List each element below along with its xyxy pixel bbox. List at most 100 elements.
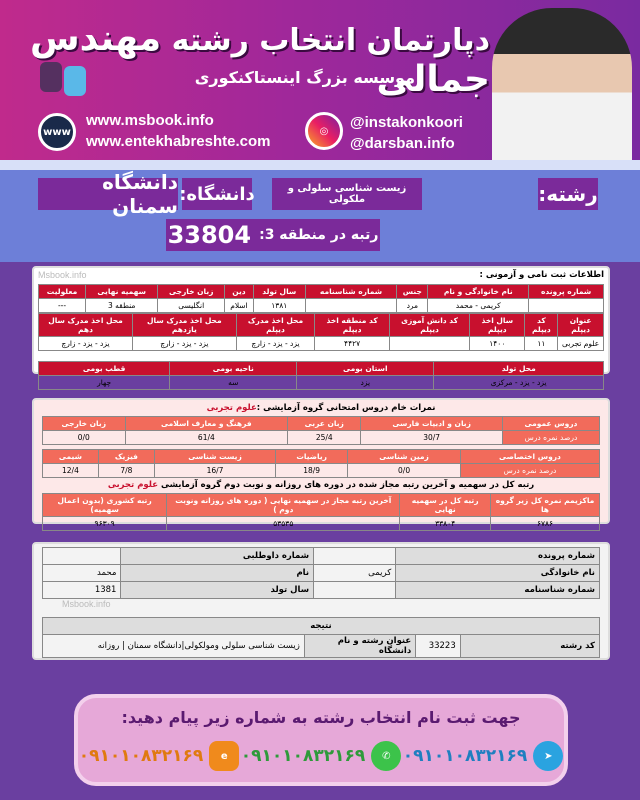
table-cell: ۴۴۲۷ [314,336,390,351]
result-title: نتیجه [42,617,600,635]
field-label: سال تولد [120,581,315,599]
table-cell: یزد - یزد - زارچ [235,336,316,351]
bird-mascot-icon [64,66,86,96]
scores-group: علوم تجربی [206,403,257,413]
header-row: محل تولد استان بومی ناحیه بومی قطب بومی [37,361,604,376]
ranks-table: ماکزیمم نمره کل زیر گروه ها رتبه کل در سه… [41,493,600,531]
table-cell: چهار [37,375,171,390]
column-header: عنوان دیپلم [557,313,604,337]
institute-name: موسسه بزرگ اینستاکنکوری [194,68,415,87]
scores-title: نمرات خام دروس امتحانی گروه آزمایشی : [256,403,436,413]
instagram-handle-1[interactable]: @instakonkoori [350,114,463,131]
column-header: دروس عمومی [501,416,601,431]
table-cell: مرد [396,298,429,313]
field-label: عنوان رشته و نام دانشگاه [303,634,417,658]
table-cell: ۹۶۳۰۹ [41,516,168,531]
ranks-heading: رتبه کل در سهمیه و آخرین رتبه مجاز شده د… [42,480,600,493]
table-cell: یزد [296,375,435,390]
table-cell: 12/4 [42,463,99,478]
column-header: قطب بومی [37,361,171,376]
field-value [313,547,397,565]
table-row: کریمی - محمد مرد ۱۳۸۱ اسلام انگلیسی منطقه 3 --… [37,298,604,313]
registration-card: اطلاعات ثبت نامی و آزمونی : Msbook.info ش… [32,266,610,390]
column-header: محل اخذ مدرک سال یازدهم [131,313,237,337]
column-header: زبان خارجی [157,284,226,299]
watermark: Msbook.info [62,599,111,609]
telegram-icon: ➤ [533,741,564,771]
field-label: شماره داوطلبی [120,547,315,565]
column-header: کد منطقه اخذ دیپلم [314,313,390,337]
table: محل تولد استان بومی ناحیه بومی قطب بومی یزد … [37,361,604,390]
table-cell: 18/9 [275,463,349,478]
column-header: زیست شناسی [153,449,277,464]
instagram-handles: @instakonkoori @darsban.info [350,112,463,154]
column-header: محل اخذ مدرک دیپلم [235,313,316,337]
result-card: شماره پرونده شماره داوطلبی نام خانوادگی کری… [32,542,610,660]
row-label: درصد نمره درس [501,430,601,445]
eitaa-icon: e [209,741,240,771]
table-cell: یزد - یزد - مرکزی [433,375,604,390]
column-header: زبان عربی [287,416,362,431]
ranks-title: رتبه کل در سهمیه و آخرین رتبه مجاز شده د… [161,480,535,490]
website-entekhabreshte[interactable]: www.entekhabreshte.com [86,133,271,150]
field-value: کریمی [313,564,397,582]
table-row: درصد نمره درس 30/7 25/4 61/4 0/0 [42,430,601,445]
registration-table-native: محل تولد استان بومی ناحیه بومی قطب بومی یزد … [37,361,604,390]
table-cell: ۶۷۸۶ [490,516,600,531]
major-value: زیست شناسی سلولی و ملکولی [272,178,422,210]
column-header: نام خانوادگی و نام [427,284,530,299]
column-header: کد دانش آموزی دیپلم [388,313,471,337]
field-value [41,547,122,565]
row-label: درصد نمره درس [459,463,601,478]
column-header: شماره شناسنامه [304,284,398,299]
table-cell: 0/0 [42,430,126,445]
column-header: ناحیه بومی [169,361,298,376]
column-header: دروس اختصاصی [459,449,601,464]
header-row: دروس اختصاصی زمین شناسی ریاضیات زیست شناسی ف… [42,449,601,464]
whatsapp-phone[interactable]: ۰۹۱۰۱۰۸۳۲۱۶۹ [240,746,366,766]
column-header: ریاضیات [275,449,349,464]
title-name: مهندس جمالی [29,18,490,100]
scores-heading: نمرات خام دروس امتحانی گروه آزمایشی :علو… [42,403,600,416]
title-department: دپارتمان انتخاب رشته [171,23,490,58]
table: دروس اختصاصی زمین شناسی ریاضیات زیست شناسی ف… [42,449,601,478]
table-cell: 30/7 [360,430,503,445]
table-cell: اسلام [224,298,254,313]
field-label: نام [120,564,315,582]
telegram-phone[interactable]: ۰۹۱۰۱۰۸۳۲۱۶۹ [402,746,528,766]
result-table: نتیجه کد رشته 33223 عنوان رشته و نام دانشگ… [42,617,601,658]
column-header: ماکزیمم نمره کل زیر گروه ها [490,493,600,517]
contact-box: جهت ثبت نام انتخاب رشته به شماره زیر پیا… [74,694,568,786]
scores-card: نمرات خام دروس امتحانی گروه آزمایشی :علو… [32,398,610,531]
column-header: زبان خارجی [42,416,126,431]
rank-label: رتبه در منطقه 3: [259,227,379,243]
field-label: شماره پرونده [395,547,600,565]
table: دروس عمومی زبان و ادبیات فارسی زبان عربی فر… [42,416,601,445]
header-row: عنوان دیپلم کد دیپلم سال اخذ دیپلم کد دانش … [38,313,604,337]
column-header: استان بومی [296,361,435,376]
eitaa-phone[interactable]: ۰۹۱۰۱۰۸۳۲۱۶۹ [78,746,204,766]
table-cell: منطقه 3 [85,298,159,313]
instagram-handle-2[interactable]: @darsban.info [350,135,455,152]
registration-title: اطلاعات ثبت نامی و آزمونی : [479,270,605,280]
rank-box: رتبه در منطقه 3: 33804 [166,219,380,251]
globe-icon: www [38,113,76,151]
instagram-icon: ◎ [305,112,343,150]
registration-table-personal: شماره پرونده نام خانوادگی و نام جنس شماره ش… [37,284,604,313]
column-header: فرهنگ و معارف اسلامی [124,416,289,431]
table-cell: کریمی - محمد [427,298,530,313]
table-cell: علوم تجربی [557,336,604,351]
general-scores-table: دروس عمومی زبان و ادبیات فارسی زبان عربی فر… [42,416,601,445]
result-info-table: شماره پرونده شماره داوطلبی نام خانوادگی کری… [41,547,600,599]
table-cell: 0/0 [347,463,461,478]
website-msbook[interactable]: www.msbook.info [86,112,214,129]
major-label: رشته: [538,178,598,210]
header-row: ماکزیمم نمره کل زیر گروه ها رتبه کل در سه… [41,493,600,517]
table-cell: 61/4 [124,430,289,445]
column-header: دین [224,284,254,299]
table: ماکزیمم نمره کل زیر گروه ها رتبه کل در سه… [41,493,600,531]
university-value: دانشگاه سمنان [38,170,178,218]
table: عنوان دیپلم کد دیپلم سال اخذ دیپلم کد دانش … [38,313,604,351]
column-header: زمین شناسی [347,449,461,464]
code-label: کد رشته [459,634,601,658]
